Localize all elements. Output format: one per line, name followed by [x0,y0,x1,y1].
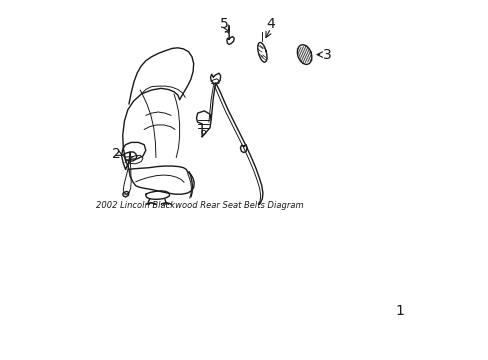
Text: 1: 1 [395,304,404,318]
Text: 5: 5 [220,17,228,31]
Text: 2: 2 [111,147,120,161]
Text: 4: 4 [266,17,275,31]
Text: 2002 Lincoln Blackwood Rear Seat Belts Diagram: 2002 Lincoln Blackwood Rear Seat Belts D… [96,201,303,210]
Text: 3: 3 [323,48,331,62]
